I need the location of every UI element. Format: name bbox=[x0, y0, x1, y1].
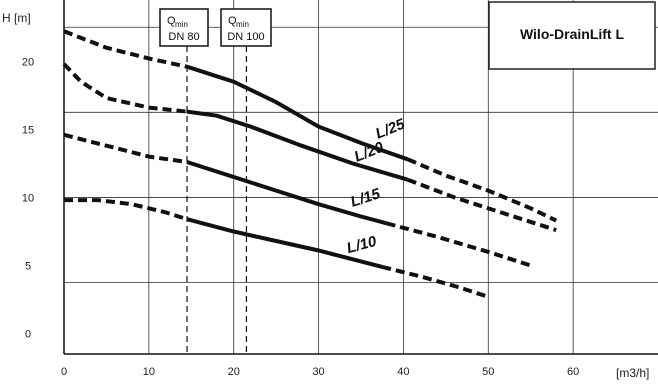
x-tick-label-40: 40 bbox=[397, 366, 409, 378]
chart-title: Wilo-DrainLift L bbox=[520, 26, 625, 42]
qmin-sub-2: min bbox=[236, 20, 249, 29]
series-label-L15: L/15 bbox=[348, 185, 382, 211]
y-tick-label-15: 15 bbox=[22, 124, 34, 136]
qmin-label-1: Q bbox=[167, 15, 176, 27]
y-tick-label-5: 5 bbox=[25, 261, 31, 273]
qmin-label-2: Q bbox=[228, 15, 237, 27]
series-L25-dashed-end bbox=[406, 157, 558, 223]
qmin-dn-1: DN 80 bbox=[168, 31, 199, 43]
series-L15-dashed-end bbox=[385, 221, 532, 268]
series-L20-solid bbox=[186, 109, 409, 182]
series-label-L10: L/10 bbox=[345, 233, 379, 257]
y-axis-label: H [m] bbox=[2, 11, 31, 25]
y-tick-label-10: 10 bbox=[22, 192, 34, 204]
series-L25-dashed-start bbox=[63, 29, 188, 69]
title-box bbox=[488, 1, 656, 70]
series-layer bbox=[62, 29, 558, 299]
x-tick-label-50: 50 bbox=[482, 366, 494, 378]
qmin-sub-1: min bbox=[175, 20, 188, 29]
series-L15-solid bbox=[186, 160, 388, 226]
series-L10-dashed-start bbox=[64, 198, 188, 222]
labels-layer: L/25L/20L/15L/10 bbox=[345, 115, 408, 257]
qmin-dn-2: DN 100 bbox=[227, 31, 264, 43]
x-tick-label-30: 30 bbox=[312, 366, 324, 378]
x-tick-label-60: 60 bbox=[567, 366, 579, 378]
y-tick-label-0: 0 bbox=[25, 329, 31, 341]
x-tick-label-20: 20 bbox=[228, 366, 240, 378]
x-axis-label: [m3/h] bbox=[616, 366, 649, 380]
series-L20-dashed-start bbox=[62, 62, 188, 114]
series-L25-solid bbox=[186, 64, 409, 162]
series-L10-solid bbox=[186, 217, 383, 269]
series-L10-dashed-end bbox=[381, 264, 489, 299]
x-tick-label-10: 10 bbox=[143, 366, 155, 378]
series-L15-dashed-start bbox=[63, 132, 188, 164]
qmin-box-1 bbox=[159, 8, 209, 47]
qmin-box-2 bbox=[220, 8, 272, 47]
x-tick-label-0: 0 bbox=[61, 366, 67, 378]
axes: 0 10 20 30 40 50 60 0 5 10 15 20 bbox=[22, 0, 658, 378]
y-tick-label-20: 20 bbox=[22, 56, 34, 68]
series-L20-dashed-end bbox=[406, 177, 557, 233]
